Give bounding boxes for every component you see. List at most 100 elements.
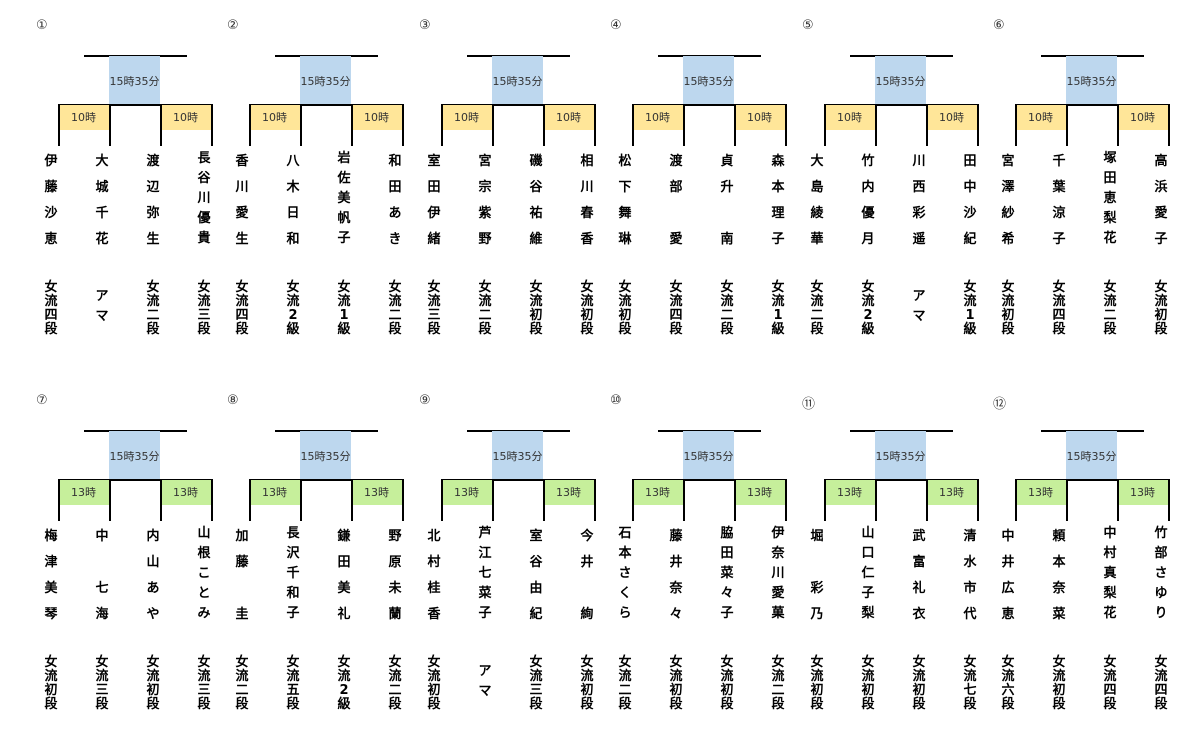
final-time-label: 15時35分 [875, 75, 926, 88]
player-entry: 中井広恵女流六段 [999, 524, 1017, 712]
player-entry: 山根ことみ女流三段 [195, 524, 213, 712]
player-rank: 女流初段 [44, 655, 58, 712]
bracket-crossbar [441, 104, 596, 106]
final-time-label: 15時35分 [300, 450, 351, 463]
player-entry: 伊藤沙恵女流四段 [42, 149, 60, 337]
round1-right-box: 10時 [734, 105, 785, 130]
player-name: 頼本奈菜 [1052, 529, 1066, 622]
player-rank: 女流二段 [720, 280, 734, 337]
bracket-line [109, 104, 111, 146]
player-name: 室田伊緒 [427, 154, 441, 247]
player-entry: 山口仁子梨女流初段 [859, 524, 877, 712]
player-rank: 女流初段 [669, 655, 683, 712]
player-entry: 高浜愛子女流初段 [1152, 149, 1170, 337]
player-name: 宮澤紗希 [1001, 154, 1015, 247]
bracket-crossbar [1015, 104, 1170, 106]
round1-right-box: 13時 [160, 480, 211, 505]
bracket-line [402, 104, 404, 146]
bracket-block: ⑫ 15時35分 13時 13時中井広恵女流六段頼本奈菜女流初段中村真梨花女流四段竹部… [963, 375, 1170, 725]
bracket-line [977, 479, 979, 521]
round1-time-label: 13時 [262, 486, 287, 499]
player-name: 中井広恵 [1001, 529, 1015, 622]
player-entry: 大島綾華女流二段 [808, 149, 826, 337]
bracket-line [300, 479, 302, 521]
player-entry: 和田あき女流二段 [386, 149, 404, 337]
bracket-block: ⑩ 15時35分 13時 13時石本さくら女流二段藤井奈々女流初段脇田菜々子女流初段伊… [580, 375, 787, 725]
round1-time-label: 10時 [173, 111, 198, 124]
player-name: 石本さくら [618, 526, 632, 621]
player-rank: 女流二段 [478, 280, 492, 337]
bracket-line [109, 479, 111, 521]
bracket-line [441, 104, 443, 146]
round1-time-label: 10時 [1130, 111, 1155, 124]
player-entry: 頼本奈菜女流初段 [1050, 524, 1068, 712]
round1-time-label: 13時 [556, 486, 581, 499]
player-entry: 中 七海女流三段 [93, 524, 111, 712]
round1-time-label: 13時 [71, 486, 96, 499]
bracket-line [1066, 479, 1068, 521]
player-entry: 脇田菜々子女流初段 [718, 524, 736, 712]
round1-right-box: 13時 [1117, 480, 1168, 505]
round1-time-label: 10時 [454, 111, 479, 124]
player-name: 川西彩遥 [912, 154, 926, 247]
bracket-line [1066, 104, 1068, 146]
final-time-box: 15時35分 [683, 56, 734, 105]
player-name: 渡部 愛 [669, 154, 683, 247]
player-entry: 伊奈川愛菓女流二段 [769, 524, 787, 712]
player-name: 鎌田美礼 [337, 529, 351, 622]
player-entry: 宮宗紫野女流二段 [476, 149, 494, 337]
player-name: 八木日和 [286, 154, 300, 247]
player-entry: 芦江七菜子アマ [476, 524, 494, 702]
player-name: 森本理子 [771, 154, 785, 247]
bracket-line [926, 479, 928, 521]
bracket-crossbar [632, 104, 787, 106]
round1-time-label: 13時 [173, 486, 198, 499]
bracket-number: ② [227, 18, 239, 33]
player-rank: 女流初段 [529, 280, 543, 337]
player-entry: 藤井奈々女流初段 [667, 524, 685, 712]
bracket-number: ④ [610, 18, 622, 33]
final-time-box: 15時35分 [300, 56, 351, 105]
player-rank: 女流初段 [810, 655, 824, 712]
round1-time-label: 10時 [939, 111, 964, 124]
player-name: 竹部さゆり [1154, 526, 1168, 621]
bracket-block: ⑥ 15時35分 10時 10時宮澤紗希女流初段 千葉涼子女流四段 塚田恵梨花女流二段 高浜… [963, 0, 1170, 350]
player-name: 磯谷祐維 [529, 154, 543, 247]
player-rank: 女流四段 [669, 280, 683, 337]
bracket-line [160, 104, 162, 146]
player-entry: 千葉涼子女流四段 [1050, 149, 1068, 337]
player-name: 松下舞琳 [618, 154, 632, 247]
bracket-crossbar [58, 479, 213, 481]
player-entry: 中村真梨花女流四段 [1101, 524, 1119, 712]
bracket-line [249, 479, 251, 521]
player-rank: 女流初段 [1052, 655, 1066, 712]
final-time-box: 15時35分 [875, 56, 926, 105]
player-entry: 清水市代女流七段 [961, 524, 979, 712]
player-name: 田中沙紀 [963, 154, 977, 247]
player-entry: 今井 絢女流初段 [578, 524, 596, 712]
round1-time-label: 13時 [1028, 486, 1053, 499]
player-name: 長谷川優貴 [197, 151, 211, 246]
player-rank: 女流初段 [1154, 280, 1168, 337]
round1-left-box: 13時 [1015, 480, 1066, 505]
player-name: 渡辺弥生 [146, 154, 160, 247]
final-time-label: 15時35分 [109, 75, 160, 88]
round1-left-box: 13時 [58, 480, 109, 505]
player-entry: 長谷川優貴女流三段 [195, 149, 213, 337]
player-entry: 渡辺弥生女流二段 [144, 149, 162, 337]
bracket-line [492, 104, 494, 146]
player-entry: 石本さくら女流二段 [616, 524, 634, 712]
player-name: 高浜愛子 [1154, 154, 1168, 247]
player-name: 和田あき [388, 154, 402, 247]
player-entry: 松下舞琳女流初段 [616, 149, 634, 337]
player-name: 加藤 圭 [235, 529, 249, 622]
bracket-line [58, 104, 60, 146]
bracket-line [1015, 479, 1017, 521]
